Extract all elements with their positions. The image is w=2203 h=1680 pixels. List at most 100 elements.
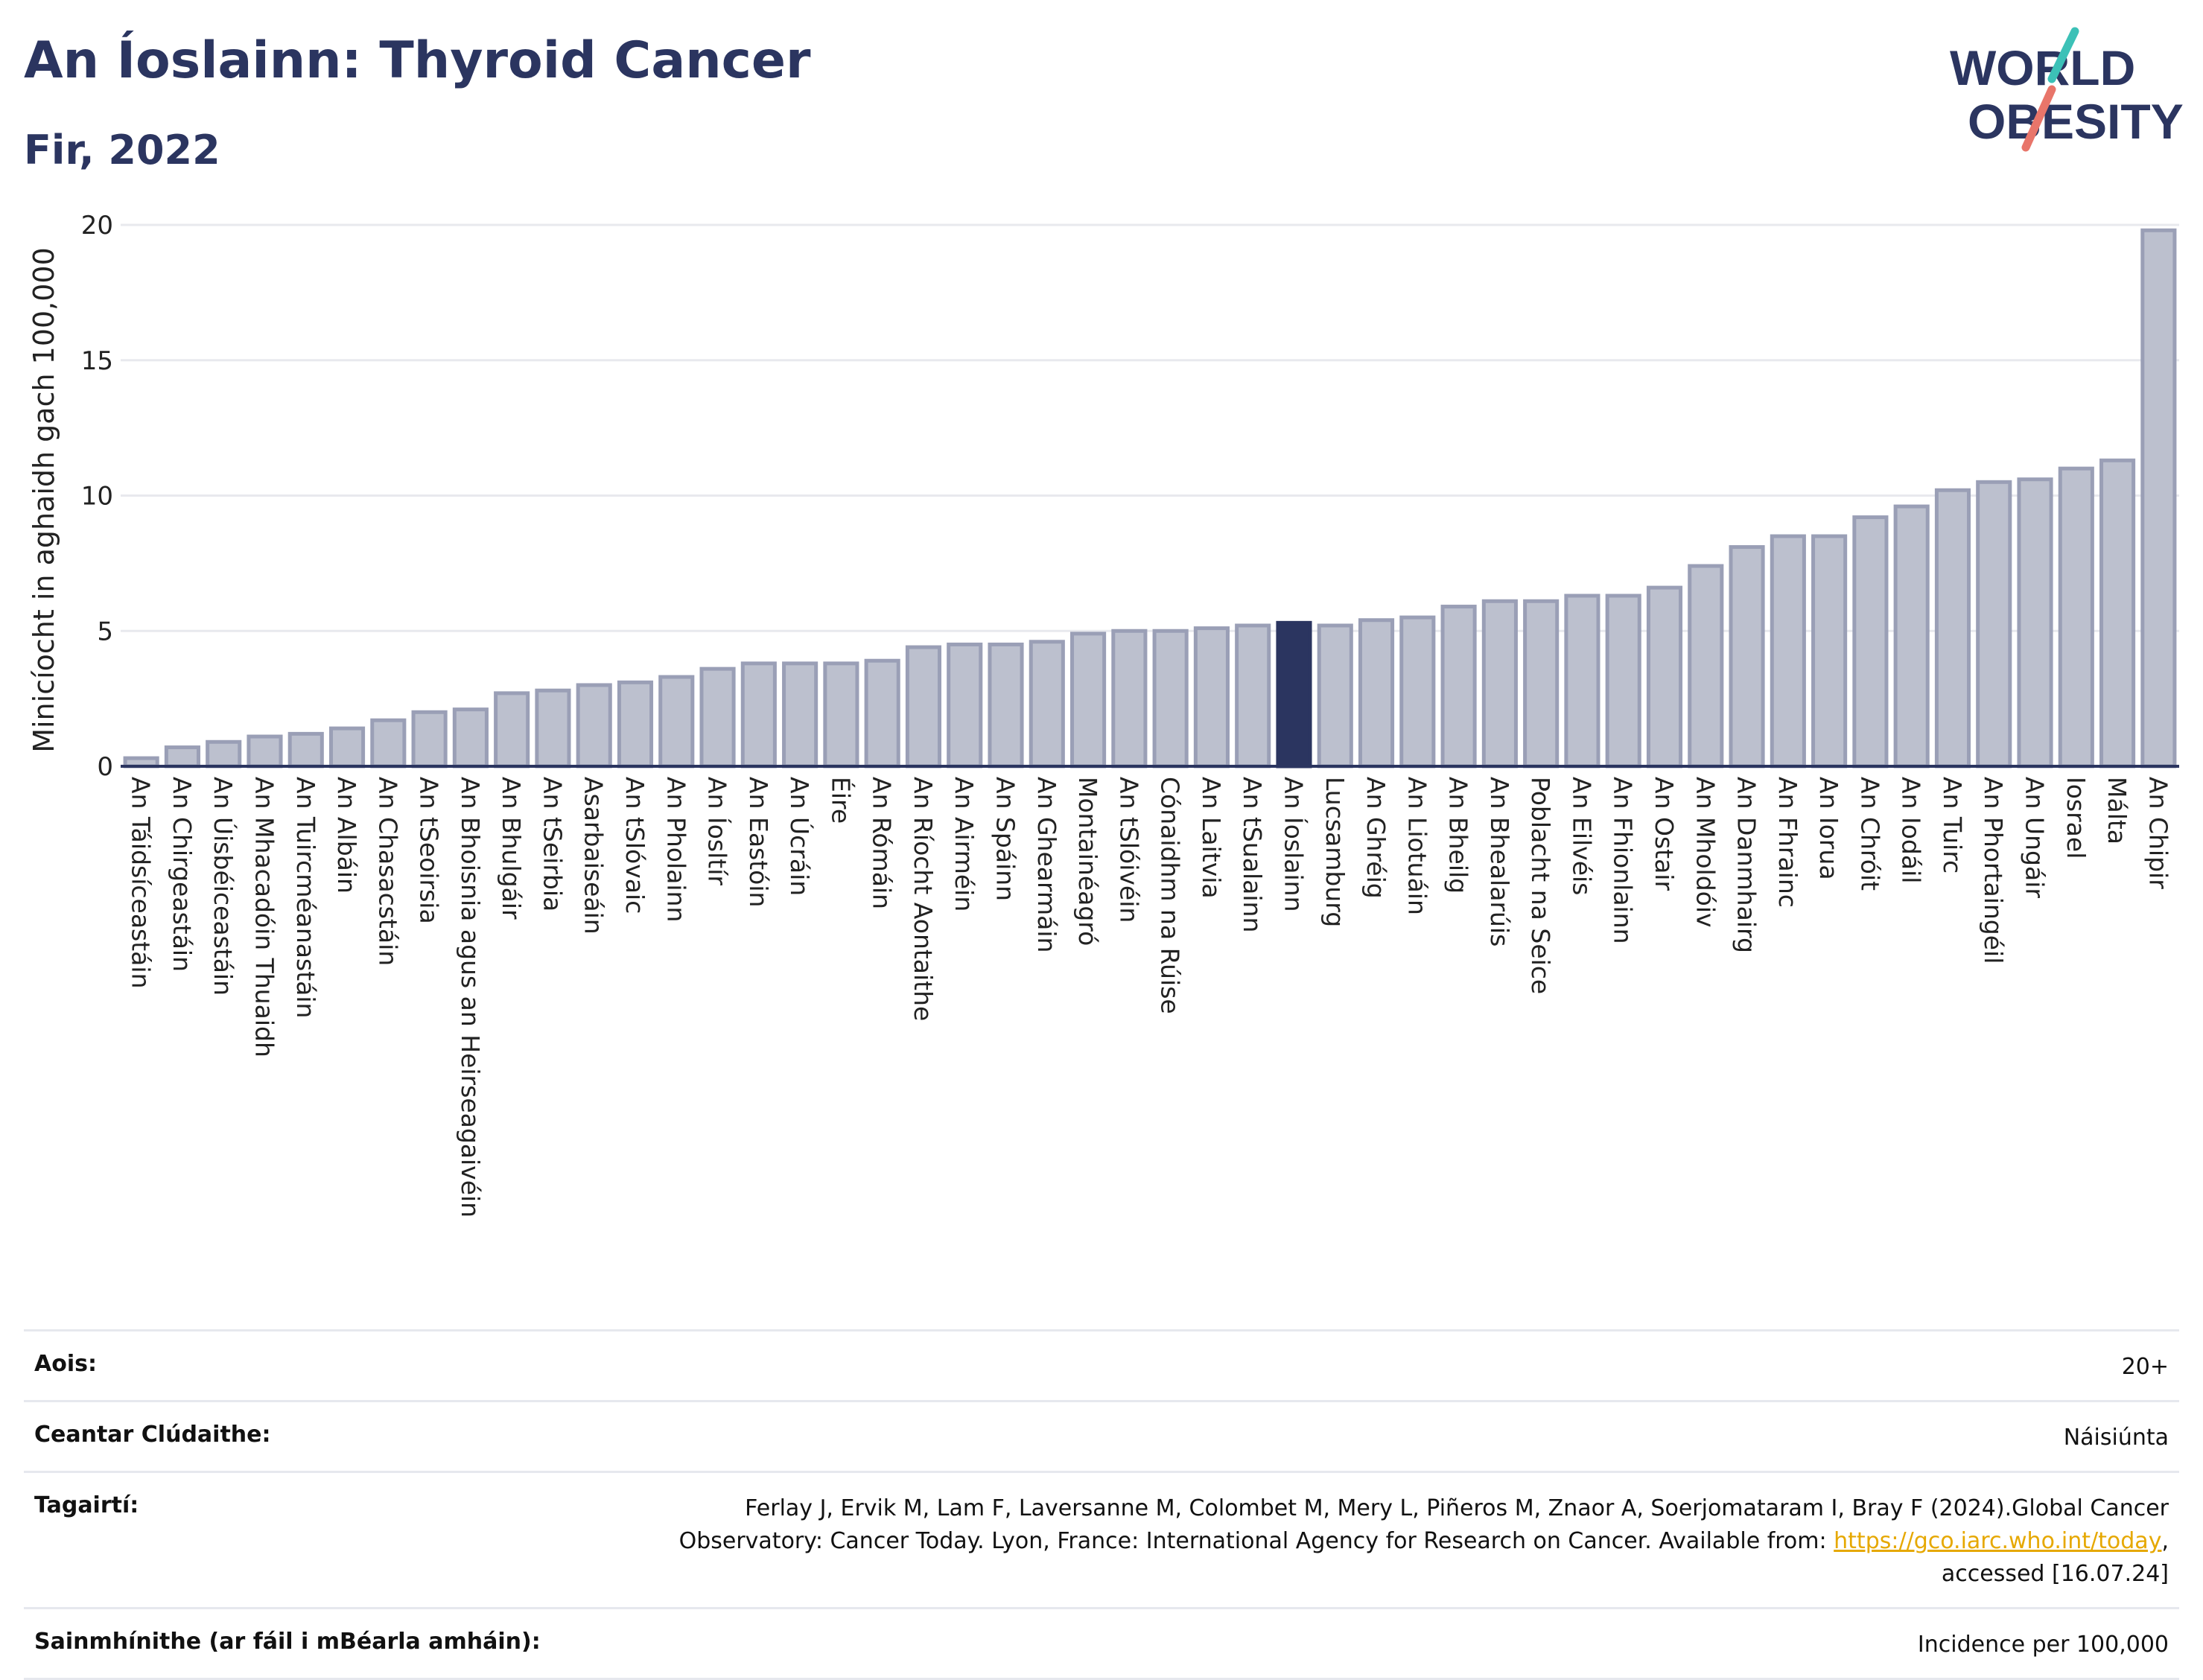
x-tick-label: An Mhacadóin Thuaidh	[249, 777, 279, 1057]
x-tick-label: An Eilvéis	[1567, 777, 1596, 895]
bar	[370, 718, 407, 769]
x-tick-label: An Laitvia	[1197, 777, 1226, 899]
bar	[328, 726, 366, 769]
x-tick-label: An Íosltír	[703, 777, 733, 885]
bar	[1523, 599, 1560, 769]
bar	[576, 683, 612, 769]
bar	[617, 680, 654, 769]
x-tick-label: An Rómáin	[868, 777, 897, 909]
x-tick-label: An Bhealarúis	[1485, 777, 1514, 946]
bar	[2017, 477, 2053, 769]
info-table: Aois: 20+ Ceantar Clúdaithe: Náisiúnta T…	[24, 1329, 2179, 1680]
bar	[658, 675, 695, 769]
x-tick-label: Málta	[2102, 777, 2132, 844]
bar	[535, 688, 571, 769]
info-row-references: Tagairtí: Ferlay J, Ervik M, Lam F, Lave…	[24, 1471, 2179, 1607]
info-label: Aois:	[34, 1351, 97, 1377]
x-tick-label: An Ungáir	[2021, 777, 2050, 898]
bar	[782, 661, 818, 769]
bar	[1934, 488, 1971, 769]
x-tick-label: An Bhoisnia agus an Heirseagaivéin	[456, 777, 485, 1218]
bar	[864, 658, 900, 769]
x-tick-label: An Bheilg	[1444, 777, 1473, 894]
x-tick-label: Iosrael	[2061, 777, 2091, 859]
y-tick-label: 15	[81, 346, 113, 376]
info-value: Ferlay J, Ervik M, Lam F, Laversanne M, …	[605, 1492, 2169, 1591]
y-axis-label: Minicíocht in aghaidh gach 100,000	[28, 247, 60, 753]
info-label: Sainmhínithe (ar fáil i mBéarla amháin):	[34, 1629, 541, 1655]
bar	[947, 642, 983, 769]
info-label: Tagairtí:	[34, 1492, 139, 1518]
bar	[1070, 631, 1107, 769]
x-tick-label: An Spáinn	[991, 777, 1020, 901]
y-tick-label: 0	[97, 752, 113, 782]
x-tick-label: An tSlóvaic	[620, 777, 649, 914]
reference-link[interactable]: https://gco.iarc.who.int/today	[1834, 1528, 2162, 1554]
logo-text-world: WORLD	[1950, 40, 2135, 95]
bar	[1317, 623, 1353, 769]
bar	[1564, 594, 1600, 769]
x-tick-label: An tSeirbia	[538, 777, 567, 911]
x-tick-label: Montainéagró	[1073, 777, 1102, 946]
x-tick-label: An tSeoirsia	[415, 777, 444, 924]
y-tick-label: 5	[97, 617, 113, 646]
bar	[1358, 618, 1395, 769]
bar	[452, 707, 489, 769]
x-tick-label: An Íoslainn	[1279, 777, 1309, 911]
bar	[1152, 629, 1189, 769]
x-tick-label: An Tuirc	[1938, 777, 1967, 874]
bar	[740, 661, 777, 769]
bar	[823, 661, 859, 769]
bar	[1646, 585, 1683, 769]
info-value: 20+	[2121, 1354, 2169, 1380]
x-tick-label: Poblacht na Seice	[1526, 777, 1555, 994]
info-label: Ceantar Clúdaithe:	[34, 1422, 271, 1448]
x-tick-label: An Ghréig	[1361, 777, 1390, 899]
x-tick-label: An Phortaingéil	[1979, 777, 2008, 964]
bar	[699, 666, 736, 769]
y-tick-label: 10	[81, 482, 113, 512]
x-tick-label: An Eastóin	[744, 777, 773, 907]
bar	[206, 739, 242, 769]
bar	[1729, 545, 1765, 769]
x-tick-label: An Mholdóiv	[1691, 777, 1720, 928]
bar	[2099, 458, 2136, 769]
bar	[1029, 640, 1065, 769]
x-tick-label: An Pholainn	[661, 777, 690, 922]
bar	[1976, 480, 2012, 769]
x-tick-label: An Fhrainc	[1773, 777, 1802, 908]
bar	[1893, 504, 1930, 769]
x-tick-label: An Fhionlainn	[1609, 777, 1638, 944]
x-tick-label: An Ostair	[1650, 777, 1679, 891]
world-obesity-logo: WORLD OBESITY	[1950, 27, 2184, 152]
info-value: Náisiúnta	[2063, 1425, 2169, 1451]
bar	[411, 710, 448, 769]
bar	[287, 731, 324, 769]
x-tick-label: Cónaidhm na Rúise	[1156, 777, 1185, 1014]
info-row-definitions: Sainmhínithe (ar fáil i mBéarla amháin):…	[24, 1607, 2179, 1680]
bar	[494, 691, 530, 769]
logo-slash-coral	[2021, 85, 2056, 152]
x-tick-label: An Albáin	[332, 777, 361, 894]
x-tick-label: An Ríocht Aontaithe	[909, 777, 938, 1021]
bar-chart: 0 5 10 15 20 Minicíocht in aghaidh gach 100,0…	[28, 211, 2179, 1218]
bar	[1605, 594, 1641, 769]
chart-subtitle: Fir, 2022	[24, 127, 220, 174]
bar	[2058, 466, 2094, 769]
bar	[1811, 534, 1848, 769]
x-tick-label: An Tuircméanastáin	[291, 777, 320, 1018]
x-tick-label: An tSualainn	[1238, 777, 1267, 932]
x-tick-label: An Chróit	[1855, 777, 1884, 891]
bar	[1111, 629, 1148, 769]
x-tick-label: An Táidsíceastáin	[127, 777, 156, 988]
logo-slash-teal	[2047, 27, 2079, 83]
reference-accessed: , accessed [16.07.24]	[1941, 1528, 2169, 1587]
x-tick-label: An Úisbéiceastáin	[209, 777, 238, 996]
x-tick-label: An Chasacstáin	[373, 777, 402, 966]
x-tick-label: An Liotuáin	[1402, 777, 1431, 915]
bar	[905, 645, 942, 769]
chart-title: An Íoslainn: Thyroid Cancer	[24, 31, 811, 90]
x-tick-label: An Ghearmáin	[1032, 777, 1061, 952]
bar	[1440, 605, 1477, 769]
x-tick-label: An Chirgeastáin	[168, 777, 197, 972]
